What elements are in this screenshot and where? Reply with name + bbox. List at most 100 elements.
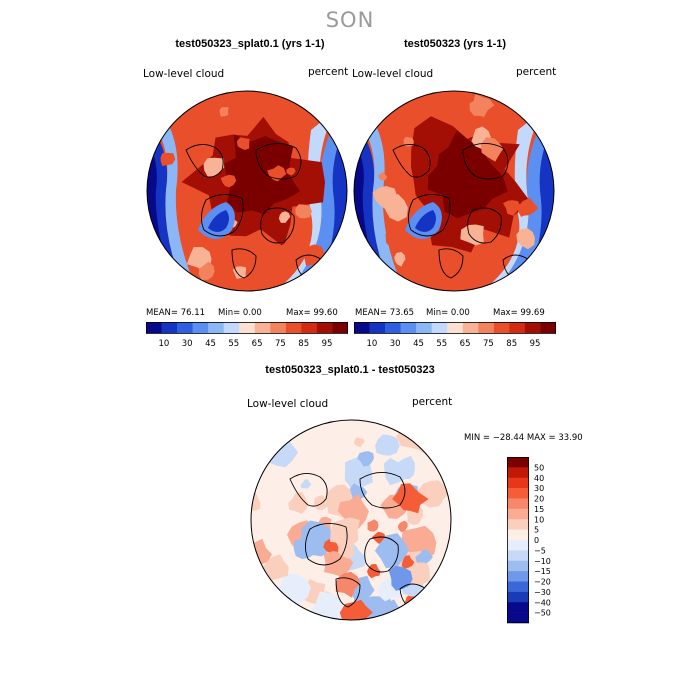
right-colorbar-swatch [540,322,556,333]
diff-minmax-stat: MIN = −28.44 MAX = 33.90 [464,433,583,443]
left-map-cloud-patch [198,261,215,281]
left-colorbar-swatch [316,322,333,333]
diff-map-coastline [364,536,399,573]
right-colorbar-swatch [447,322,464,333]
diff-colorbar-tick-label: 40 [534,474,544,483]
left-units-label: percent [308,66,349,78]
diff-colorbar-swatch [507,467,529,479]
right-map-cloud-patch [385,228,410,251]
diff-colorbar-swatch [507,488,529,499]
left-colorbar-swatch [208,322,224,333]
diff-colorbar-swatch [507,498,529,510]
left-colorbar-tick-label: 85 [298,339,309,348]
diff-colorbar-tick-label: −50 [534,609,551,618]
diff-colorbar-swatch [507,519,529,530]
diff-map-coastline [305,523,348,566]
left-map-coastline [201,194,244,237]
right-polar-map [353,90,555,292]
left-colorbar-tick-label: 45 [205,339,216,348]
diff-colorbar-swatch [507,540,529,551]
diff-map-coastline [359,472,406,509]
left-colorbar-swatch [223,322,240,333]
right-map-cloud-patch [517,101,528,113]
diff-map-anomaly-patch [401,555,415,569]
left-map-cloud-patch [220,174,237,188]
season-title: SON [325,8,375,32]
diff-colorbar-swatch [507,602,529,613]
left-colorbar-swatch [192,322,209,333]
diff-colorbar-tick-label: −20 [534,578,551,587]
right-colorbar-tick-label: 10 [366,339,377,348]
diff-colorbar-swatch [507,508,529,520]
diff-map-anomaly-patch [427,589,451,620]
left-colorbar-swatch [285,322,302,333]
left-colorbar-swatch [270,322,287,333]
right-min-stat: Min= 0.00 [426,308,470,318]
right-colorbar-tick-label: 65 [460,339,471,348]
left-colorbar-tick-label: 75 [275,339,286,348]
right-map-cloud-patch [503,200,521,216]
diff-map-anomaly-patch [431,443,451,464]
diff-map-anomaly-patch [251,491,261,512]
diff-map-anomaly-patch [395,455,415,480]
right-colorbar-swatch [431,322,448,333]
right-map-cloud-patch [518,198,537,217]
left-colorbar-swatch [177,322,193,333]
diff-map-anomaly-patch [279,573,311,604]
diff-colorbar-tick-label: 15 [534,505,544,514]
diff-units-label: percent [412,396,453,408]
left-colorbar-swatch [254,322,271,333]
right-colorbar-tick-label: 55 [436,339,447,348]
diff-map-anomaly-patch [262,554,289,581]
left-map-cloud-patch [164,263,181,277]
diff-map-anomaly-patch [353,437,365,448]
left-min-stat: Min= 0.00 [218,308,262,318]
right-map-coastline [392,144,431,178]
diff-colorbar-swatch [507,457,529,468]
left-map-coastline [260,207,295,244]
diff-map-anomaly-patch [309,591,349,620]
left-map-cloud-patch [286,167,296,176]
diff-map-anomaly-patch [251,445,266,464]
left-mean-stat: MEAN= 76.11 [146,308,206,318]
left-map-coastline [231,248,257,279]
diff-polar-map [250,419,452,621]
diff-colorbar-tick-label: 0 [534,536,539,545]
diff-colorbar-tick-label: −5 [534,546,546,555]
left-map-cloud-patch [219,107,229,117]
diff-map-anomaly-patch [314,495,327,510]
diff-map-anomaly-patch [396,420,434,450]
left-colorbar-tick-label: 65 [252,339,263,348]
right-colorbar-swatch [416,322,432,333]
left-colorbar-tick-label: 30 [182,339,193,348]
diff-map-anomaly-patch [367,519,379,532]
right-colorbar: 10 30 45 55 65 75 85 95 [354,322,556,348]
left-map-greenland-core [208,210,229,232]
left-map-transition-band [274,110,336,291]
right-map-cloud-patch [394,251,406,267]
right-map-cloud-patch [471,126,492,150]
right-colorbar-swatch [493,322,510,333]
diff-map-anomaly-patch [261,593,294,620]
right-colorbar-swatch [400,322,417,333]
right-map-coastline [467,207,502,244]
left-map-coastline [255,143,302,180]
left-colorbar-tick-label: 95 [322,339,333,348]
right-map-cloud-patch [460,224,484,246]
left-map-cloud-patch [203,157,225,177]
right-colorbar-frame [354,322,556,334]
diff-map-anomaly-patch [397,520,408,532]
left-map-cloud-patch [278,242,292,255]
right-map-cloud-patch [378,171,388,181]
diff-map-anomaly-patch [412,611,428,620]
diff-colorbar-tick-label: 30 [534,484,544,493]
diff-colorbar-swatch [507,560,529,572]
diff-colorbar-tick-label: 50 [534,463,544,472]
right-colorbar-tick-label: 45 [413,339,424,348]
right-units-label: percent [516,66,557,78]
diff-map-anomaly-patch [328,551,339,562]
diff-colorbar-swatch [507,591,529,603]
left-colorbar-swatch [239,322,256,333]
diff-colorbar-tick-label: 20 [534,495,544,504]
